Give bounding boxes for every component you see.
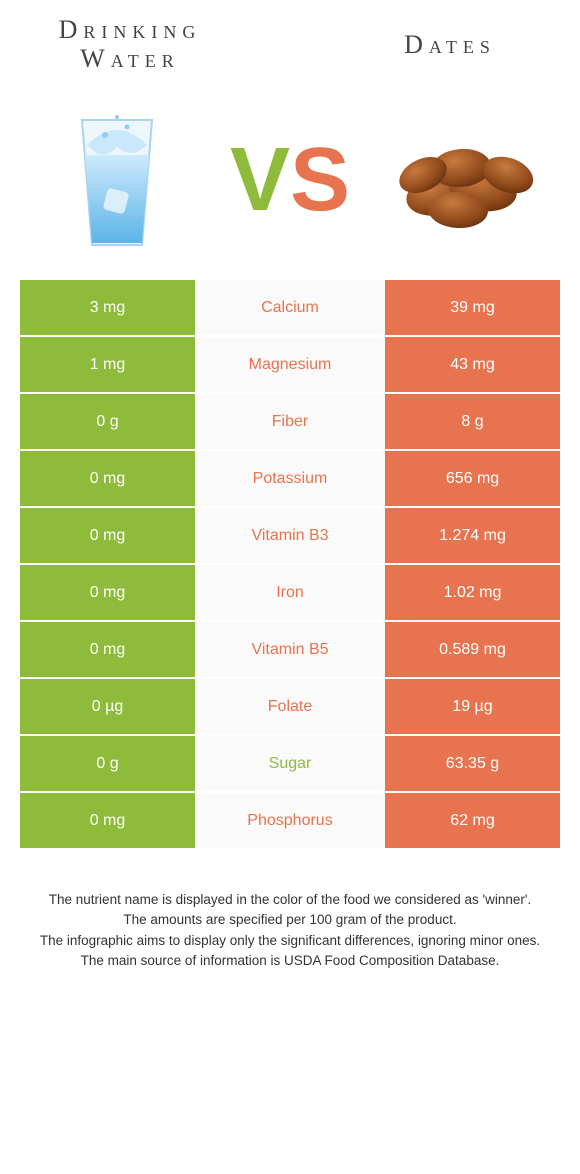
vs-v: V — [230, 130, 290, 230]
dates-icon — [383, 100, 543, 260]
right-value: 62 mg — [385, 793, 560, 848]
table-row: 0 gSugar63.35 g — [20, 736, 560, 791]
nutrient-label: Vitamin B5 — [195, 622, 385, 677]
right-food-title: Dates — [340, 31, 560, 60]
nutrient-label: Calcium — [195, 280, 385, 335]
right-value: 1.02 mg — [385, 565, 560, 620]
left-value: 0 mg — [20, 451, 195, 506]
right-value: 8 g — [385, 394, 560, 449]
water-glass-icon — [37, 100, 197, 260]
left-value: 0 mg — [20, 793, 195, 848]
nutrient-label: Phosphorus — [195, 793, 385, 848]
left-value: 0 g — [20, 394, 195, 449]
right-value: 19 µg — [385, 679, 560, 734]
table-row: 0 mgPhosphorus62 mg — [20, 793, 560, 848]
left-value: 0 mg — [20, 508, 195, 563]
right-value: 43 mg — [385, 337, 560, 392]
right-value: 63.35 g — [385, 736, 560, 791]
right-value: 39 mg — [385, 280, 560, 335]
table-row: 0 mgPotassium656 mg — [20, 451, 560, 506]
vs-label: VS — [230, 129, 350, 232]
right-value: 1.274 mg — [385, 508, 560, 563]
left-value: 0 mg — [20, 565, 195, 620]
left-value: 3 mg — [20, 280, 195, 335]
nutrient-label: Iron — [195, 565, 385, 620]
left-value: 0 g — [20, 736, 195, 791]
nutrient-label: Vitamin B3 — [195, 508, 385, 563]
footer-line: The main source of information is USDA F… — [30, 951, 550, 971]
nutrient-table: 3 mgCalcium39 mg1 mgMagnesium43 mg0 gFib… — [0, 280, 580, 848]
table-row: 3 mgCalcium39 mg — [20, 280, 560, 335]
left-food-title: Drinking Water — [20, 16, 240, 73]
table-row: 0 mgVitamin B31.274 mg — [20, 508, 560, 563]
right-value: 0.589 mg — [385, 622, 560, 677]
table-row: 0 mgIron1.02 mg — [20, 565, 560, 620]
table-row: 0 µgFolate19 µg — [20, 679, 560, 734]
footer-notes: The nutrient name is displayed in the co… — [0, 850, 580, 991]
right-value: 656 mg — [385, 451, 560, 506]
nutrient-label: Sugar — [195, 736, 385, 791]
footer-line: The amounts are specified per 100 gram o… — [30, 910, 550, 930]
table-row: 0 mgVitamin B50.589 mg — [20, 622, 560, 677]
nutrient-label: Folate — [195, 679, 385, 734]
footer-line: The infographic aims to display only the… — [30, 931, 550, 951]
table-row: 1 mgMagnesium43 mg — [20, 337, 560, 392]
footer-line: The nutrient name is displayed in the co… — [30, 890, 550, 910]
left-value: 1 mg — [20, 337, 195, 392]
table-row: 0 gFiber8 g — [20, 394, 560, 449]
nutrient-label: Magnesium — [195, 337, 385, 392]
left-value: 0 mg — [20, 622, 195, 677]
nutrient-label: Fiber — [195, 394, 385, 449]
vs-s: S — [290, 130, 350, 230]
left-value: 0 µg — [20, 679, 195, 734]
nutrient-label: Potassium — [195, 451, 385, 506]
